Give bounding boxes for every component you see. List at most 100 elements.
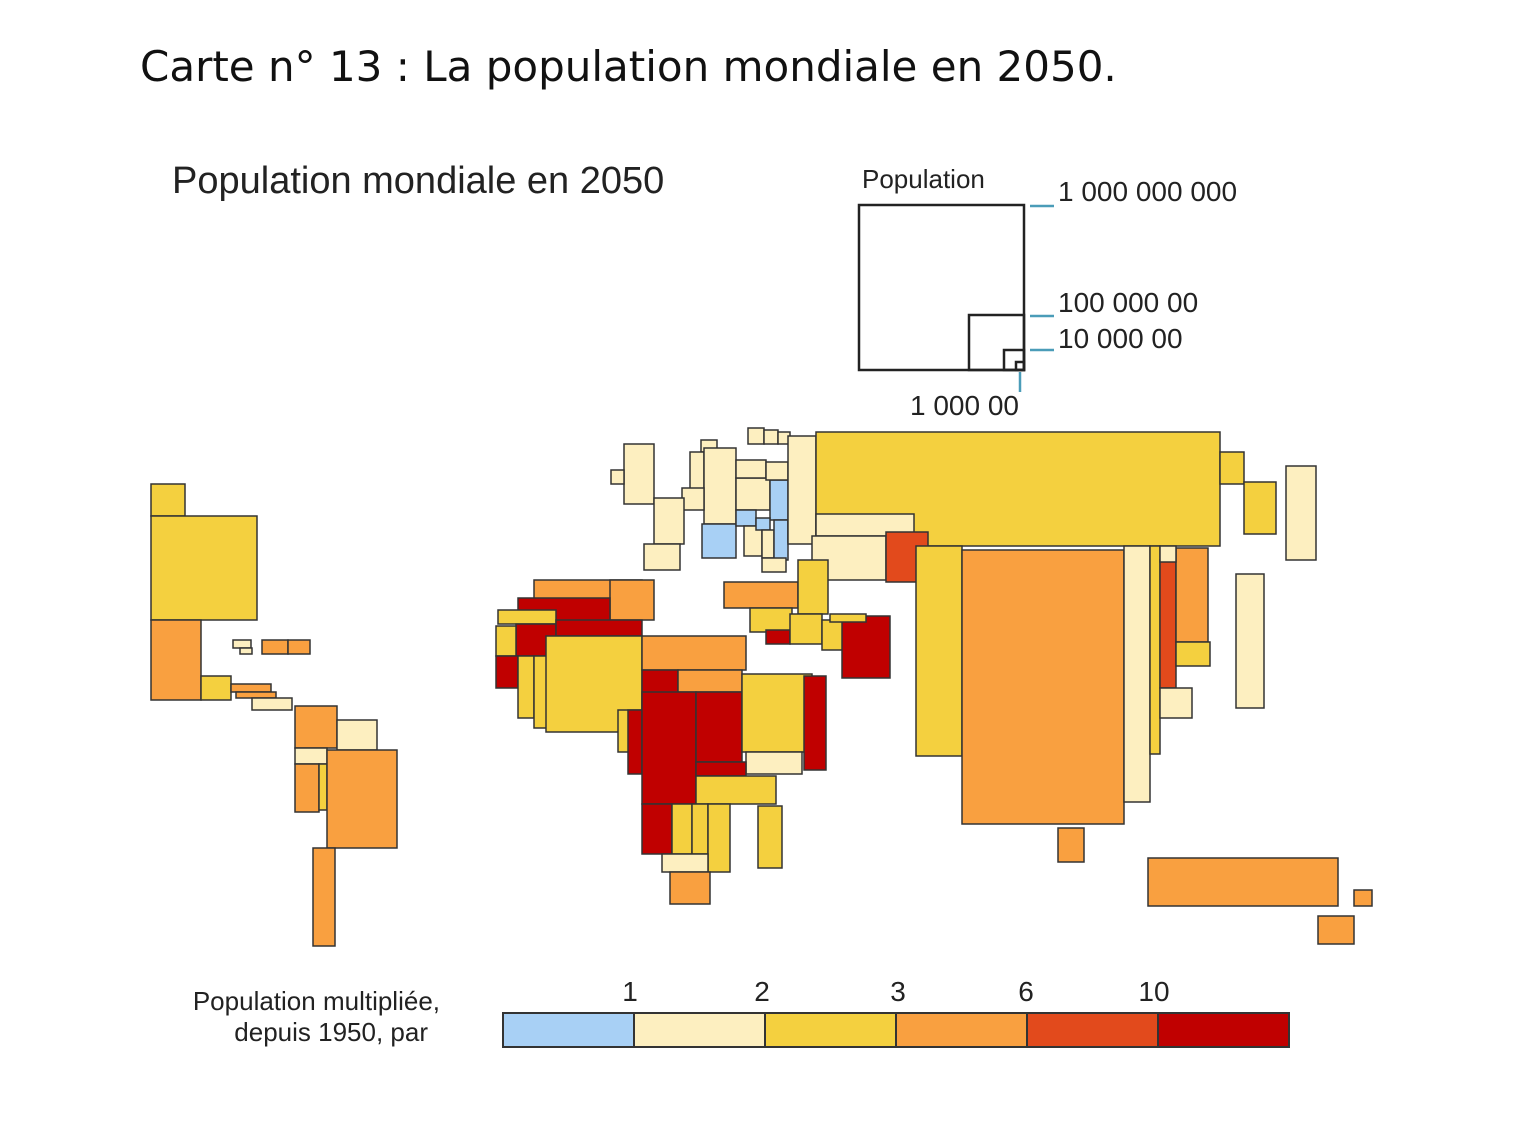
scale-tick-3: 3 [890, 976, 906, 1007]
size-label-1e6: 1 000 00 [910, 390, 1019, 421]
scale-tick-1: 1 [622, 976, 638, 1007]
country-rect [797, 559, 829, 615]
scale-tick-6: 6 [1018, 976, 1034, 1007]
country-rect [829, 613, 867, 623]
country-rect [787, 435, 817, 545]
country-rect [691, 803, 709, 855]
country-rect [1123, 545, 1151, 803]
country-rect [235, 691, 277, 699]
country-rect [627, 709, 643, 775]
country-rect [769, 479, 789, 521]
country-rect [803, 675, 827, 771]
country-rect [641, 691, 697, 805]
map-title: Population mondiale en 2050 [172, 160, 665, 202]
country-rect [495, 625, 517, 657]
country-rect [735, 459, 767, 479]
country-rect [200, 675, 232, 701]
country-rect [336, 719, 378, 751]
country-rect [1175, 641, 1211, 667]
country-rect [789, 613, 823, 645]
country-rect [661, 853, 709, 873]
country-rect [1057, 827, 1085, 863]
country-rect [232, 639, 252, 649]
country-rect [689, 451, 705, 493]
size-legend-leaders [1018, 204, 1054, 392]
country-rect [623, 443, 655, 505]
country-rect [294, 705, 338, 749]
size-label-1e7: 10 000 00 [1058, 323, 1183, 354]
color-swatch-0 [502, 1012, 635, 1048]
color-swatch-2 [764, 1012, 897, 1048]
country-rect [230, 683, 272, 693]
country-rect [326, 749, 398, 849]
country-rect [1147, 857, 1339, 907]
country-rect [1235, 573, 1265, 709]
country-rect [495, 655, 519, 689]
country-rect [755, 517, 771, 531]
country-rect [312, 847, 336, 947]
scale-tick-2: 2 [754, 976, 770, 1007]
size-legend-squares [857, 203, 1026, 372]
country-rect [1159, 545, 1177, 563]
country-rect [757, 805, 783, 869]
country-rect [1149, 545, 1161, 755]
country-rect [765, 461, 789, 481]
country-rect [555, 619, 643, 637]
cartogram [150, 427, 1373, 947]
country-rect [677, 669, 743, 693]
country-rect [1353, 889, 1373, 907]
color-legend-title: Population multipliée, depuis 1950, par [140, 986, 440, 1048]
country-rect [1219, 451, 1245, 485]
country-rect [841, 615, 891, 679]
size-square-1e7 [1002, 348, 1026, 372]
country-rect [707, 803, 731, 873]
country-rect [1317, 915, 1355, 945]
country-rect [761, 529, 775, 559]
country-rect [735, 509, 757, 527]
country-rect [641, 803, 673, 855]
country-rect [150, 515, 258, 621]
country-rect [251, 697, 293, 711]
country-rect [150, 483, 186, 517]
country-rect [641, 635, 747, 671]
country-rect [517, 655, 535, 719]
country-rect [761, 557, 787, 573]
color-swatch-4 [1026, 1012, 1159, 1048]
size-square-1e8 [967, 313, 1026, 372]
country-rect [703, 447, 737, 525]
size-label-1e9: 1 000 000 000 [1058, 176, 1238, 207]
country-rect [1159, 687, 1193, 719]
color-scale [502, 1012, 1290, 1048]
color-swatch-5 [1157, 1012, 1290, 1048]
country-rect [773, 519, 789, 561]
size-square-1e6 [1014, 360, 1026, 372]
scale-tick-10: 10 [1138, 976, 1170, 1007]
country-rect [961, 549, 1125, 825]
country-rect [1175, 547, 1209, 643]
country-rect [609, 579, 655, 621]
country-rect [763, 429, 779, 445]
country-rect [669, 871, 711, 905]
country-rect [294, 747, 328, 765]
country-rect [653, 497, 685, 545]
country-rect [671, 803, 693, 855]
color-swatch-3 [895, 1012, 1028, 1048]
country-rect [741, 673, 813, 753]
country-rect [915, 545, 963, 757]
country-rect [1159, 559, 1177, 689]
country-rect [610, 469, 625, 485]
country-rect [681, 487, 705, 511]
country-rect [735, 477, 771, 511]
color-legend-title-line1: Population multipliée, [192, 986, 440, 1016]
country-rect [1285, 465, 1317, 561]
country-rect [643, 543, 681, 571]
country-rect [701, 523, 737, 559]
country-rect [723, 581, 799, 609]
country-rect [747, 427, 765, 445]
country-rect [150, 619, 202, 701]
country-rect [287, 639, 311, 655]
country-rect [261, 639, 289, 655]
color-swatch-1 [633, 1012, 766, 1048]
country-rect [749, 607, 793, 633]
country-rect [765, 629, 791, 645]
